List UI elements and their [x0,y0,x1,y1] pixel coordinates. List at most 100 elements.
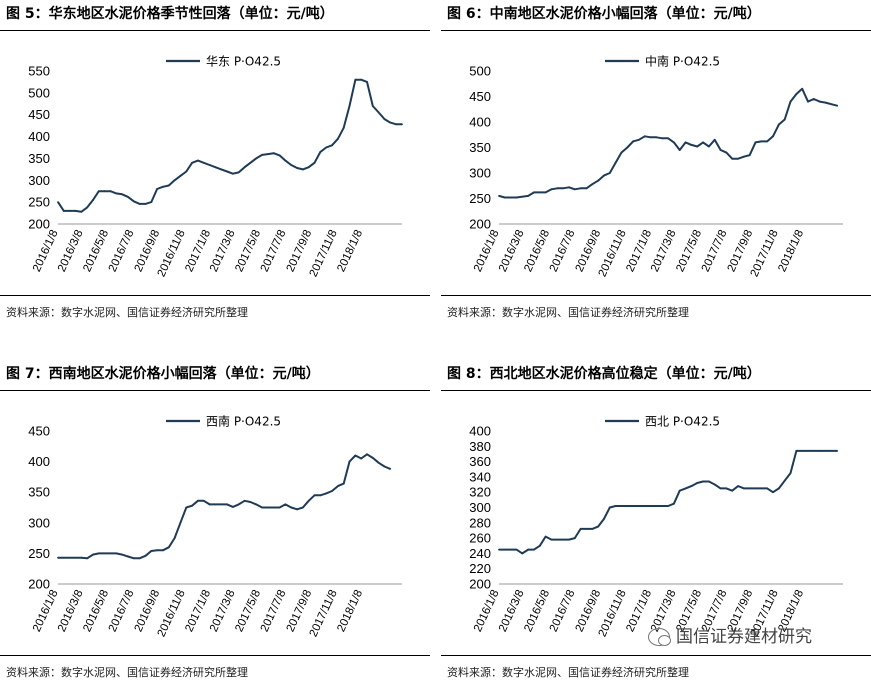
x-tick-label: 2017/7/8 [259,228,289,274]
x-tick-label: 2016/7/8 [107,588,137,634]
data-point [377,461,380,464]
data-point [708,480,710,483]
data-point [772,135,774,138]
legend-label: 中南 P·O42.5 [645,54,720,69]
data-point [812,98,815,100]
data-point [544,535,547,538]
data-point [702,141,704,144]
data-point [731,489,734,492]
data-point [156,549,159,552]
series-line [498,87,838,199]
data-point [766,487,769,490]
data-point [162,185,164,188]
data-point [302,168,304,171]
legend-label: 西北 P·O42.5 [645,415,720,429]
data-point [109,190,112,193]
y-tick-label: 400 [469,424,491,439]
y-tick-label: 350 [469,140,491,155]
data-point [766,140,769,143]
data-point [290,506,293,509]
data-point [655,136,658,139]
data-point [296,167,298,169]
data-point [150,550,153,552]
data-point [179,521,182,524]
data-point [197,499,199,502]
data-point [162,549,164,552]
y-tick-label: 380 [469,439,491,454]
data-point [795,93,798,95]
chart-title: 图 6：中南地区水泥价格小幅回落（单位：元/吨） [447,6,761,22]
y-tick-label: 200 [28,577,50,592]
data-point [737,157,739,160]
data-point [713,483,716,486]
series-line [499,449,838,555]
data-point [597,179,599,182]
data-point [226,170,229,173]
data-point [591,183,594,186]
chart-title: 图 8：西北地区水泥价格高位稳定（单位：元/吨） [447,366,761,382]
data-point [573,188,576,191]
data-point [226,503,229,506]
data-point [185,170,188,173]
data-point [302,506,304,509]
data-point [667,137,669,140]
data-point [214,503,217,506]
data-point [725,151,728,154]
chart-panel-east: 图 5：华东地区水泥价格季节性回落（单位：元/吨） 200 250 300 350 40… [0,0,430,330]
data-point [389,468,392,470]
data-point [515,548,518,551]
y-tick-label: 550 [28,64,50,79]
data-point [649,505,652,507]
data-point [191,161,194,164]
data-point [267,153,269,155]
data-point [132,200,135,203]
data-point [395,123,398,126]
data-point [789,100,792,103]
x-tick-label: 2017/7/8 [700,228,730,274]
data-point [115,192,118,195]
data-point [801,87,804,90]
data-point [556,187,559,190]
data-point [638,138,640,141]
data-point [366,453,368,456]
data-point [167,184,170,187]
line-chart-east: 2002503003504004505005502016/1/82016/3/8… [28,55,403,279]
data-point [818,100,821,103]
x-tick-label: 2017/7/8 [259,588,289,634]
data-point [503,196,506,199]
data-point [608,172,611,174]
data-point [585,528,588,530]
data-point [778,487,780,490]
y-tick-label: 400 [469,115,491,130]
data-point [144,554,147,557]
data-point [348,105,351,107]
data-point [138,557,141,560]
data-point [818,450,821,452]
data-point [278,506,281,509]
data-point [366,81,368,83]
data-point [132,557,135,560]
x-tick-label: 2018/1/8 [335,228,365,274]
data-point [696,145,699,148]
data-point [371,457,374,459]
y-tick-label: 250 [469,191,491,206]
data-point [249,161,252,164]
data-point [830,103,833,106]
data-point [743,155,745,158]
data-point [673,502,675,505]
x-tick-label: 2018/1/8 [776,228,806,274]
data-point [348,460,351,463]
data-point [568,538,570,541]
data-point [684,487,687,490]
source-note: 资料来源：数字水泥网、国信证券经济研究所整理 [447,666,689,679]
data-point [533,548,535,551]
data-point [725,487,728,490]
data-point [719,487,722,490]
data-point [202,161,205,164]
data-point [801,450,804,452]
y-tick-label: 250 [28,195,50,210]
data-point [144,203,147,205]
title-divider [441,30,871,31]
data-point [138,203,141,205]
data-point [208,503,211,506]
